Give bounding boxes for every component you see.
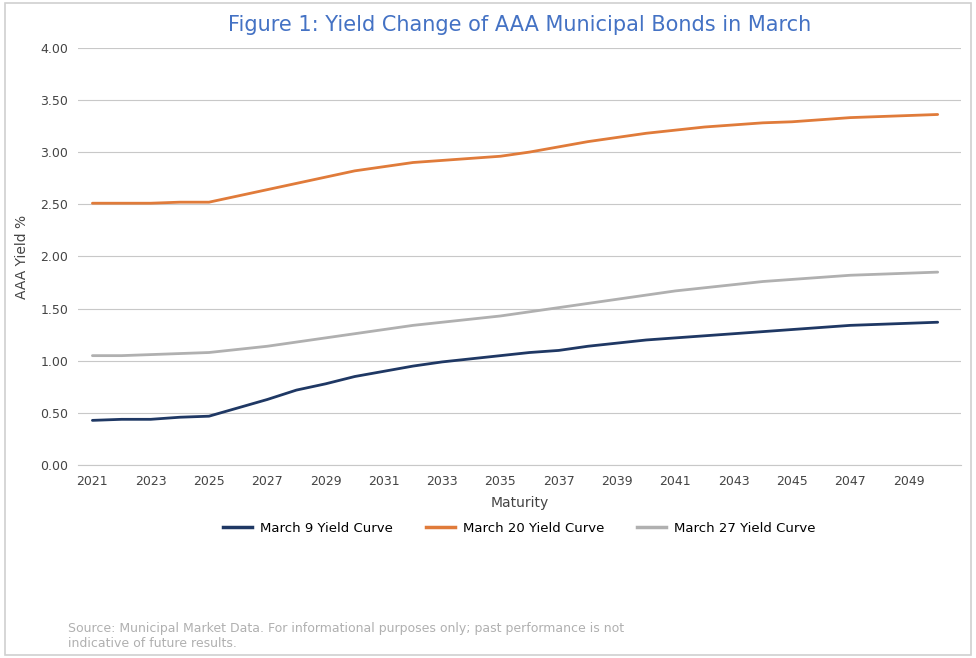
X-axis label: Maturity: Maturity <box>490 496 549 511</box>
Y-axis label: AAA Yield %: AAA Yield % <box>15 215 29 299</box>
March 9 Yield Curve <box>466 355 477 363</box>
March 20 Yield Curve <box>699 123 711 131</box>
March 20 Yield Curve <box>378 163 389 170</box>
March 20 Yield Curve <box>116 199 128 207</box>
March 20 Yield Curve <box>348 167 360 175</box>
March 9 Yield Curve <box>932 318 944 326</box>
March 20 Yield Curve <box>262 186 273 193</box>
March 9 Yield Curve <box>786 326 797 334</box>
March 9 Yield Curve <box>291 386 303 394</box>
March 27 Yield Curve <box>174 349 185 357</box>
March 20 Yield Curve <box>203 198 215 206</box>
March 20 Yield Curve <box>844 114 856 122</box>
March 20 Yield Curve <box>640 130 652 138</box>
March 9 Yield Curve <box>611 339 623 347</box>
March 20 Yield Curve <box>291 180 303 188</box>
March 9 Yield Curve <box>378 367 389 375</box>
March 27 Yield Curve <box>144 351 156 359</box>
March 27 Yield Curve <box>378 326 389 334</box>
March 27 Yield Curve <box>582 299 593 307</box>
March 9 Yield Curve <box>320 380 332 388</box>
March 9 Yield Curve <box>815 324 827 332</box>
Text: Source: Municipal Market Data. For informational purposes only; past performance: Source: Municipal Market Data. For infor… <box>68 622 625 650</box>
March 27 Yield Curve <box>757 278 769 286</box>
March 27 Yield Curve <box>670 287 681 295</box>
March 9 Yield Curve <box>524 349 536 357</box>
March 20 Yield Curve <box>670 126 681 134</box>
March 9 Yield Curve <box>144 415 156 423</box>
March 27 Yield Curve <box>903 269 915 277</box>
March 20 Yield Curve <box>495 152 507 160</box>
March 27 Yield Curve <box>291 338 303 346</box>
Line: March 9 Yield Curve: March 9 Yield Curve <box>93 322 938 420</box>
March 9 Yield Curve <box>116 415 128 423</box>
March 9 Yield Curve <box>348 372 360 380</box>
March 9 Yield Curve <box>553 347 565 355</box>
March 20 Yield Curve <box>524 148 536 156</box>
March 27 Yield Curve <box>407 321 419 329</box>
March 9 Yield Curve <box>495 351 507 359</box>
March 9 Yield Curve <box>757 328 769 336</box>
March 20 Yield Curve <box>320 173 332 181</box>
March 27 Yield Curve <box>348 330 360 338</box>
March 20 Yield Curve <box>728 121 740 129</box>
March 27 Yield Curve <box>436 318 448 326</box>
March 27 Yield Curve <box>116 351 128 359</box>
March 9 Yield Curve <box>87 417 99 424</box>
Line: March 27 Yield Curve: March 27 Yield Curve <box>93 272 938 355</box>
March 9 Yield Curve <box>844 321 856 329</box>
March 20 Yield Curve <box>874 113 885 120</box>
March 27 Yield Curve <box>524 308 536 316</box>
March 27 Yield Curve <box>874 270 885 278</box>
March 9 Yield Curve <box>874 320 885 328</box>
March 20 Yield Curve <box>932 111 944 118</box>
March 9 Yield Curve <box>903 319 915 327</box>
Legend: March 9 Yield Curve, March 20 Yield Curve, March 27 Yield Curve: March 9 Yield Curve, March 20 Yield Curv… <box>218 516 821 540</box>
March 27 Yield Curve <box>611 295 623 303</box>
March 9 Yield Curve <box>407 362 419 370</box>
March 9 Yield Curve <box>174 413 185 421</box>
March 9 Yield Curve <box>699 332 711 340</box>
March 27 Yield Curve <box>728 281 740 289</box>
March 9 Yield Curve <box>262 395 273 403</box>
March 20 Yield Curve <box>553 143 565 151</box>
March 20 Yield Curve <box>144 199 156 207</box>
March 27 Yield Curve <box>699 284 711 291</box>
March 9 Yield Curve <box>582 342 593 350</box>
March 27 Yield Curve <box>320 334 332 342</box>
March 20 Yield Curve <box>786 118 797 126</box>
March 20 Yield Curve <box>174 198 185 206</box>
March 27 Yield Curve <box>553 304 565 312</box>
March 20 Yield Curve <box>232 192 244 200</box>
March 27 Yield Curve <box>87 351 99 359</box>
March 20 Yield Curve <box>582 138 593 145</box>
March 27 Yield Curve <box>932 268 944 276</box>
March 27 Yield Curve <box>466 315 477 323</box>
March 9 Yield Curve <box>232 404 244 412</box>
March 20 Yield Curve <box>757 119 769 127</box>
March 27 Yield Curve <box>815 273 827 281</box>
Line: March 20 Yield Curve: March 20 Yield Curve <box>93 114 938 203</box>
March 27 Yield Curve <box>262 342 273 350</box>
March 20 Yield Curve <box>611 134 623 141</box>
March 20 Yield Curve <box>466 155 477 163</box>
March 27 Yield Curve <box>203 349 215 357</box>
March 9 Yield Curve <box>640 336 652 344</box>
March 27 Yield Curve <box>844 271 856 279</box>
March 20 Yield Curve <box>87 199 99 207</box>
March 9 Yield Curve <box>203 413 215 420</box>
March 20 Yield Curve <box>815 116 827 124</box>
March 9 Yield Curve <box>436 358 448 366</box>
March 20 Yield Curve <box>903 112 915 120</box>
March 20 Yield Curve <box>407 159 419 166</box>
March 27 Yield Curve <box>640 291 652 299</box>
March 20 Yield Curve <box>436 157 448 164</box>
Title: Figure 1: Yield Change of AAA Municipal Bonds in March: Figure 1: Yield Change of AAA Municipal … <box>227 15 811 35</box>
March 27 Yield Curve <box>495 312 507 320</box>
March 27 Yield Curve <box>232 345 244 353</box>
March 9 Yield Curve <box>670 334 681 342</box>
March 9 Yield Curve <box>728 330 740 338</box>
March 27 Yield Curve <box>786 276 797 284</box>
